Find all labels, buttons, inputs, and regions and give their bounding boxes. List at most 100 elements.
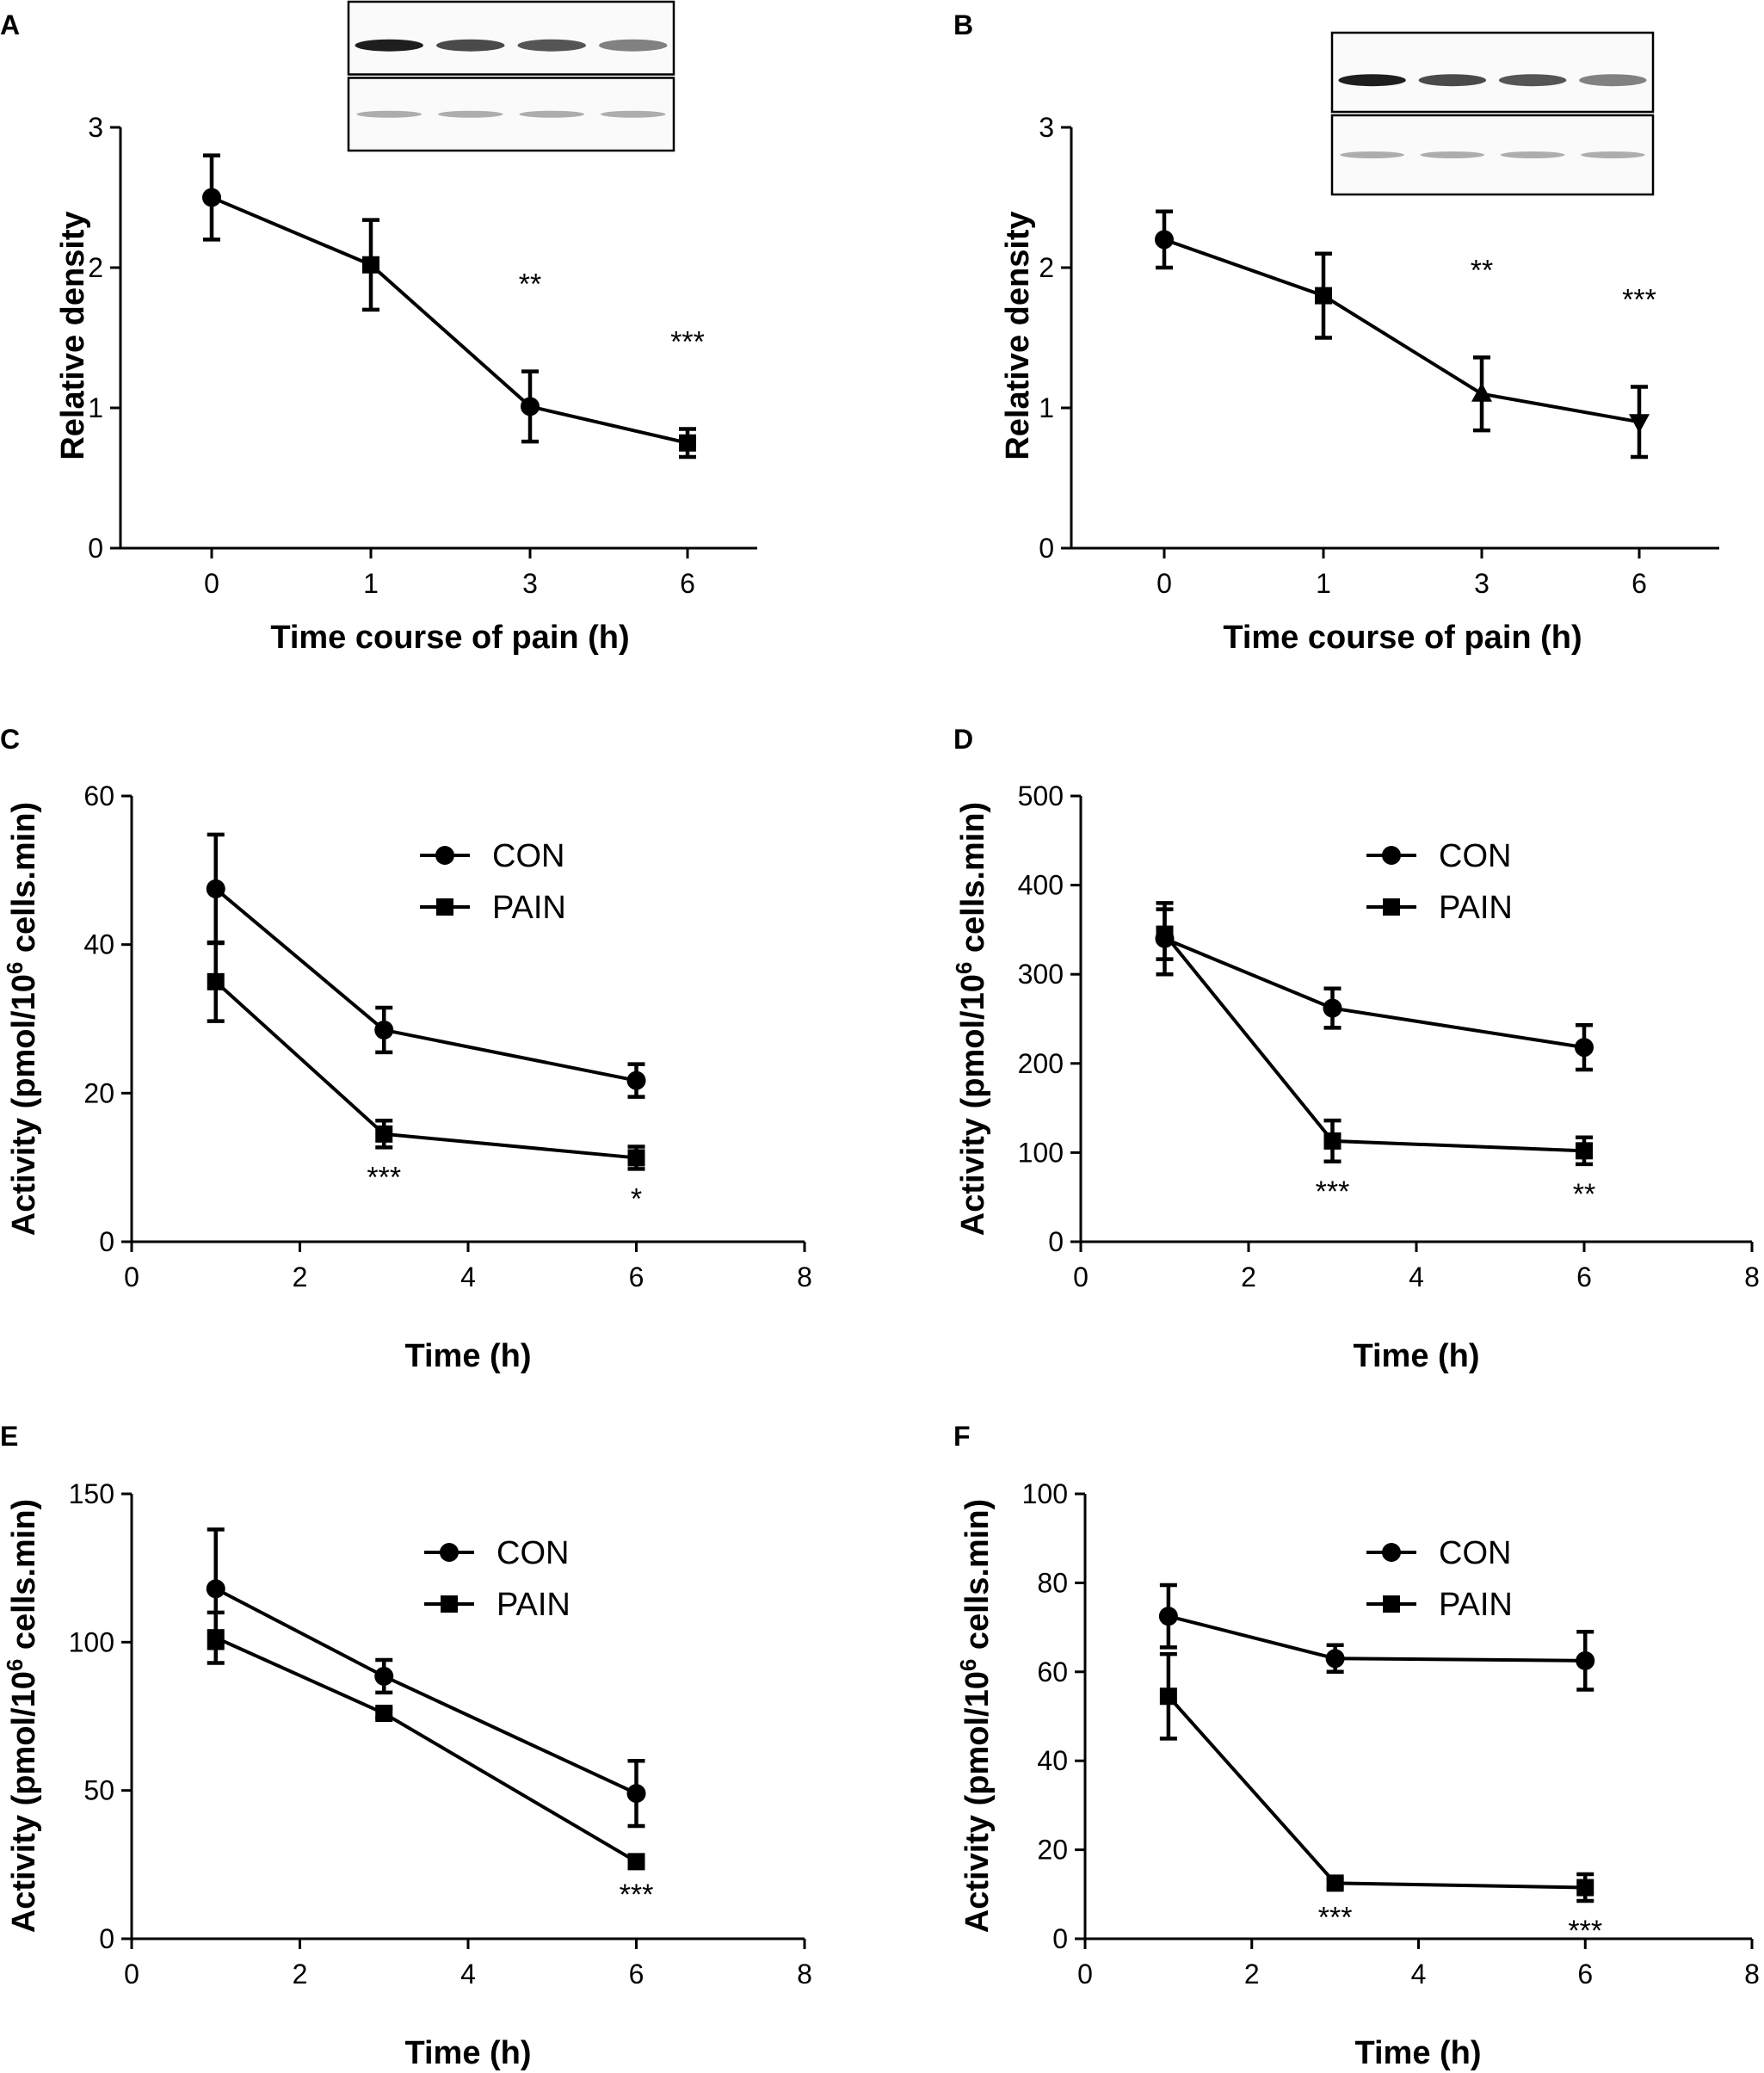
y-axis-title-text: Activity (pmol/10 [6, 1671, 42, 1933]
x-tick-label: 6 [680, 568, 695, 599]
protein-band [1579, 74, 1646, 86]
legend-label: PAIN [1439, 1587, 1513, 1623]
data-point [628, 1149, 645, 1166]
y-axis-title-superscript: 6 [2, 1659, 28, 1671]
y-tick-label: 40 [1037, 1745, 1068, 1776]
x-axis-title: Time (h) [1354, 2035, 1481, 2071]
series-line [1169, 1616, 1585, 1661]
loading-control-band [1501, 151, 1565, 158]
y-tick-label: 20 [1037, 1835, 1068, 1866]
protein-band [436, 40, 504, 52]
data-point [1575, 1038, 1594, 1057]
x-tick-label: 2 [1244, 1959, 1260, 1990]
legend: CONPAIN [420, 838, 566, 926]
x-axis-title: Time (h) [404, 1338, 531, 1374]
blot-frame-top [348, 2, 674, 75]
axes: 01230136 [88, 112, 757, 599]
chart-panel-e: E05010015002468Time (h)Activity (pmol/10… [0, 1421, 812, 2071]
significance-marker: *** [1622, 284, 1656, 317]
x-tick-label: 4 [1409, 1262, 1424, 1293]
y-tick-label: 0 [88, 533, 103, 564]
y-tick-label: 100 [1018, 1137, 1064, 1168]
x-axis-title: Time (h) [404, 2035, 531, 2071]
legend-label: CON [1439, 838, 1511, 874]
series-line [1164, 239, 1639, 422]
legend-marker [1383, 898, 1400, 916]
data-point [1160, 1687, 1177, 1705]
y-tick-label: 3 [88, 112, 103, 143]
data-point [375, 1126, 392, 1143]
significance-marker: ** [1471, 254, 1493, 287]
y-axis-title: Activity (pmol/106 cells.min) [955, 1499, 996, 1933]
x-tick-label: 3 [1474, 568, 1490, 599]
significance-marker: *** [620, 1879, 654, 1911]
y-tick-label: 0 [1048, 1226, 1064, 1257]
x-tick-label: 4 [1411, 1959, 1427, 1990]
x-tick-label: 0 [124, 1959, 139, 1990]
data-point [1576, 1142, 1593, 1159]
protein-band [1338, 74, 1405, 86]
series-pain [207, 942, 645, 1169]
series-main [202, 156, 696, 457]
data-point [1324, 1132, 1342, 1150]
legend-label: PAIN [1439, 890, 1513, 926]
loading-control-band [601, 111, 666, 118]
loading-control-band [356, 111, 422, 118]
legend-marker [436, 898, 453, 916]
data-point [374, 1667, 393, 1686]
data-point [207, 1629, 225, 1646]
legend-label: PAIN [497, 1587, 571, 1623]
data-point [628, 1853, 645, 1870]
y-tick-label: 100 [1022, 1478, 1068, 1509]
legend: CONPAIN [424, 1535, 571, 1623]
panel-letter: C [0, 724, 20, 755]
y-tick-label: 2 [1039, 252, 1054, 283]
data-point [1327, 1874, 1344, 1891]
panel-letter: F [953, 1421, 971, 1452]
x-tick-label: 1 [1316, 568, 1331, 599]
panel-letter: E [0, 1421, 18, 1452]
panel-letter: D [953, 724, 973, 755]
y-axis-title-superscript: 6 [951, 962, 977, 974]
protein-band [599, 40, 667, 52]
significance-marker: * [631, 1182, 642, 1215]
legend: CONPAIN [1366, 1535, 1513, 1623]
data-point [1315, 287, 1332, 305]
legend-marker [1382, 1543, 1401, 1562]
protein-band [355, 40, 423, 52]
x-tick-label: 3 [522, 568, 538, 599]
y-axis-title: Activity (pmol/106 cells.min) [951, 802, 991, 1236]
data-point [362, 256, 379, 274]
x-axis-title: Time course of pain (h) [1223, 620, 1582, 656]
x-tick-label: 6 [1631, 568, 1647, 599]
loading-control-band [1421, 151, 1485, 158]
legend-marker [1382, 846, 1401, 865]
x-tick-label: 8 [797, 1262, 812, 1293]
x-tick-label: 2 [1241, 1262, 1256, 1293]
y-tick-label: 60 [83, 780, 114, 811]
data-point [207, 879, 225, 898]
x-tick-label: 1 [363, 568, 379, 599]
x-tick-label: 6 [1577, 1959, 1593, 1990]
x-tick-label: 6 [1576, 1262, 1592, 1293]
series-line [1165, 935, 1585, 1151]
y-tick-label: 20 [83, 1077, 114, 1108]
significance-marker: *** [1316, 1175, 1350, 1208]
data-point [1159, 1607, 1178, 1626]
series-main [1155, 212, 1650, 457]
series-line [216, 1638, 637, 1861]
y-axis-title: Relative density [1000, 211, 1036, 460]
y-tick-label: 200 [1018, 1048, 1064, 1079]
x-tick-label: 2 [293, 1262, 308, 1293]
data-point [1155, 230, 1174, 249]
data-point [1629, 414, 1650, 433]
loading-control-band [519, 111, 584, 118]
series-line [1165, 939, 1585, 1047]
y-tick-label: 0 [99, 1923, 114, 1954]
x-axis-title: Time (h) [1353, 1338, 1479, 1374]
y-tick-label: 80 [1037, 1567, 1068, 1598]
y-axis-title-tail: cells.min) [955, 802, 991, 962]
legend-label: PAIN [492, 890, 566, 926]
y-axis-title-tail: cells.min) [6, 1499, 42, 1659]
significance-marker: *** [1318, 1902, 1353, 1934]
